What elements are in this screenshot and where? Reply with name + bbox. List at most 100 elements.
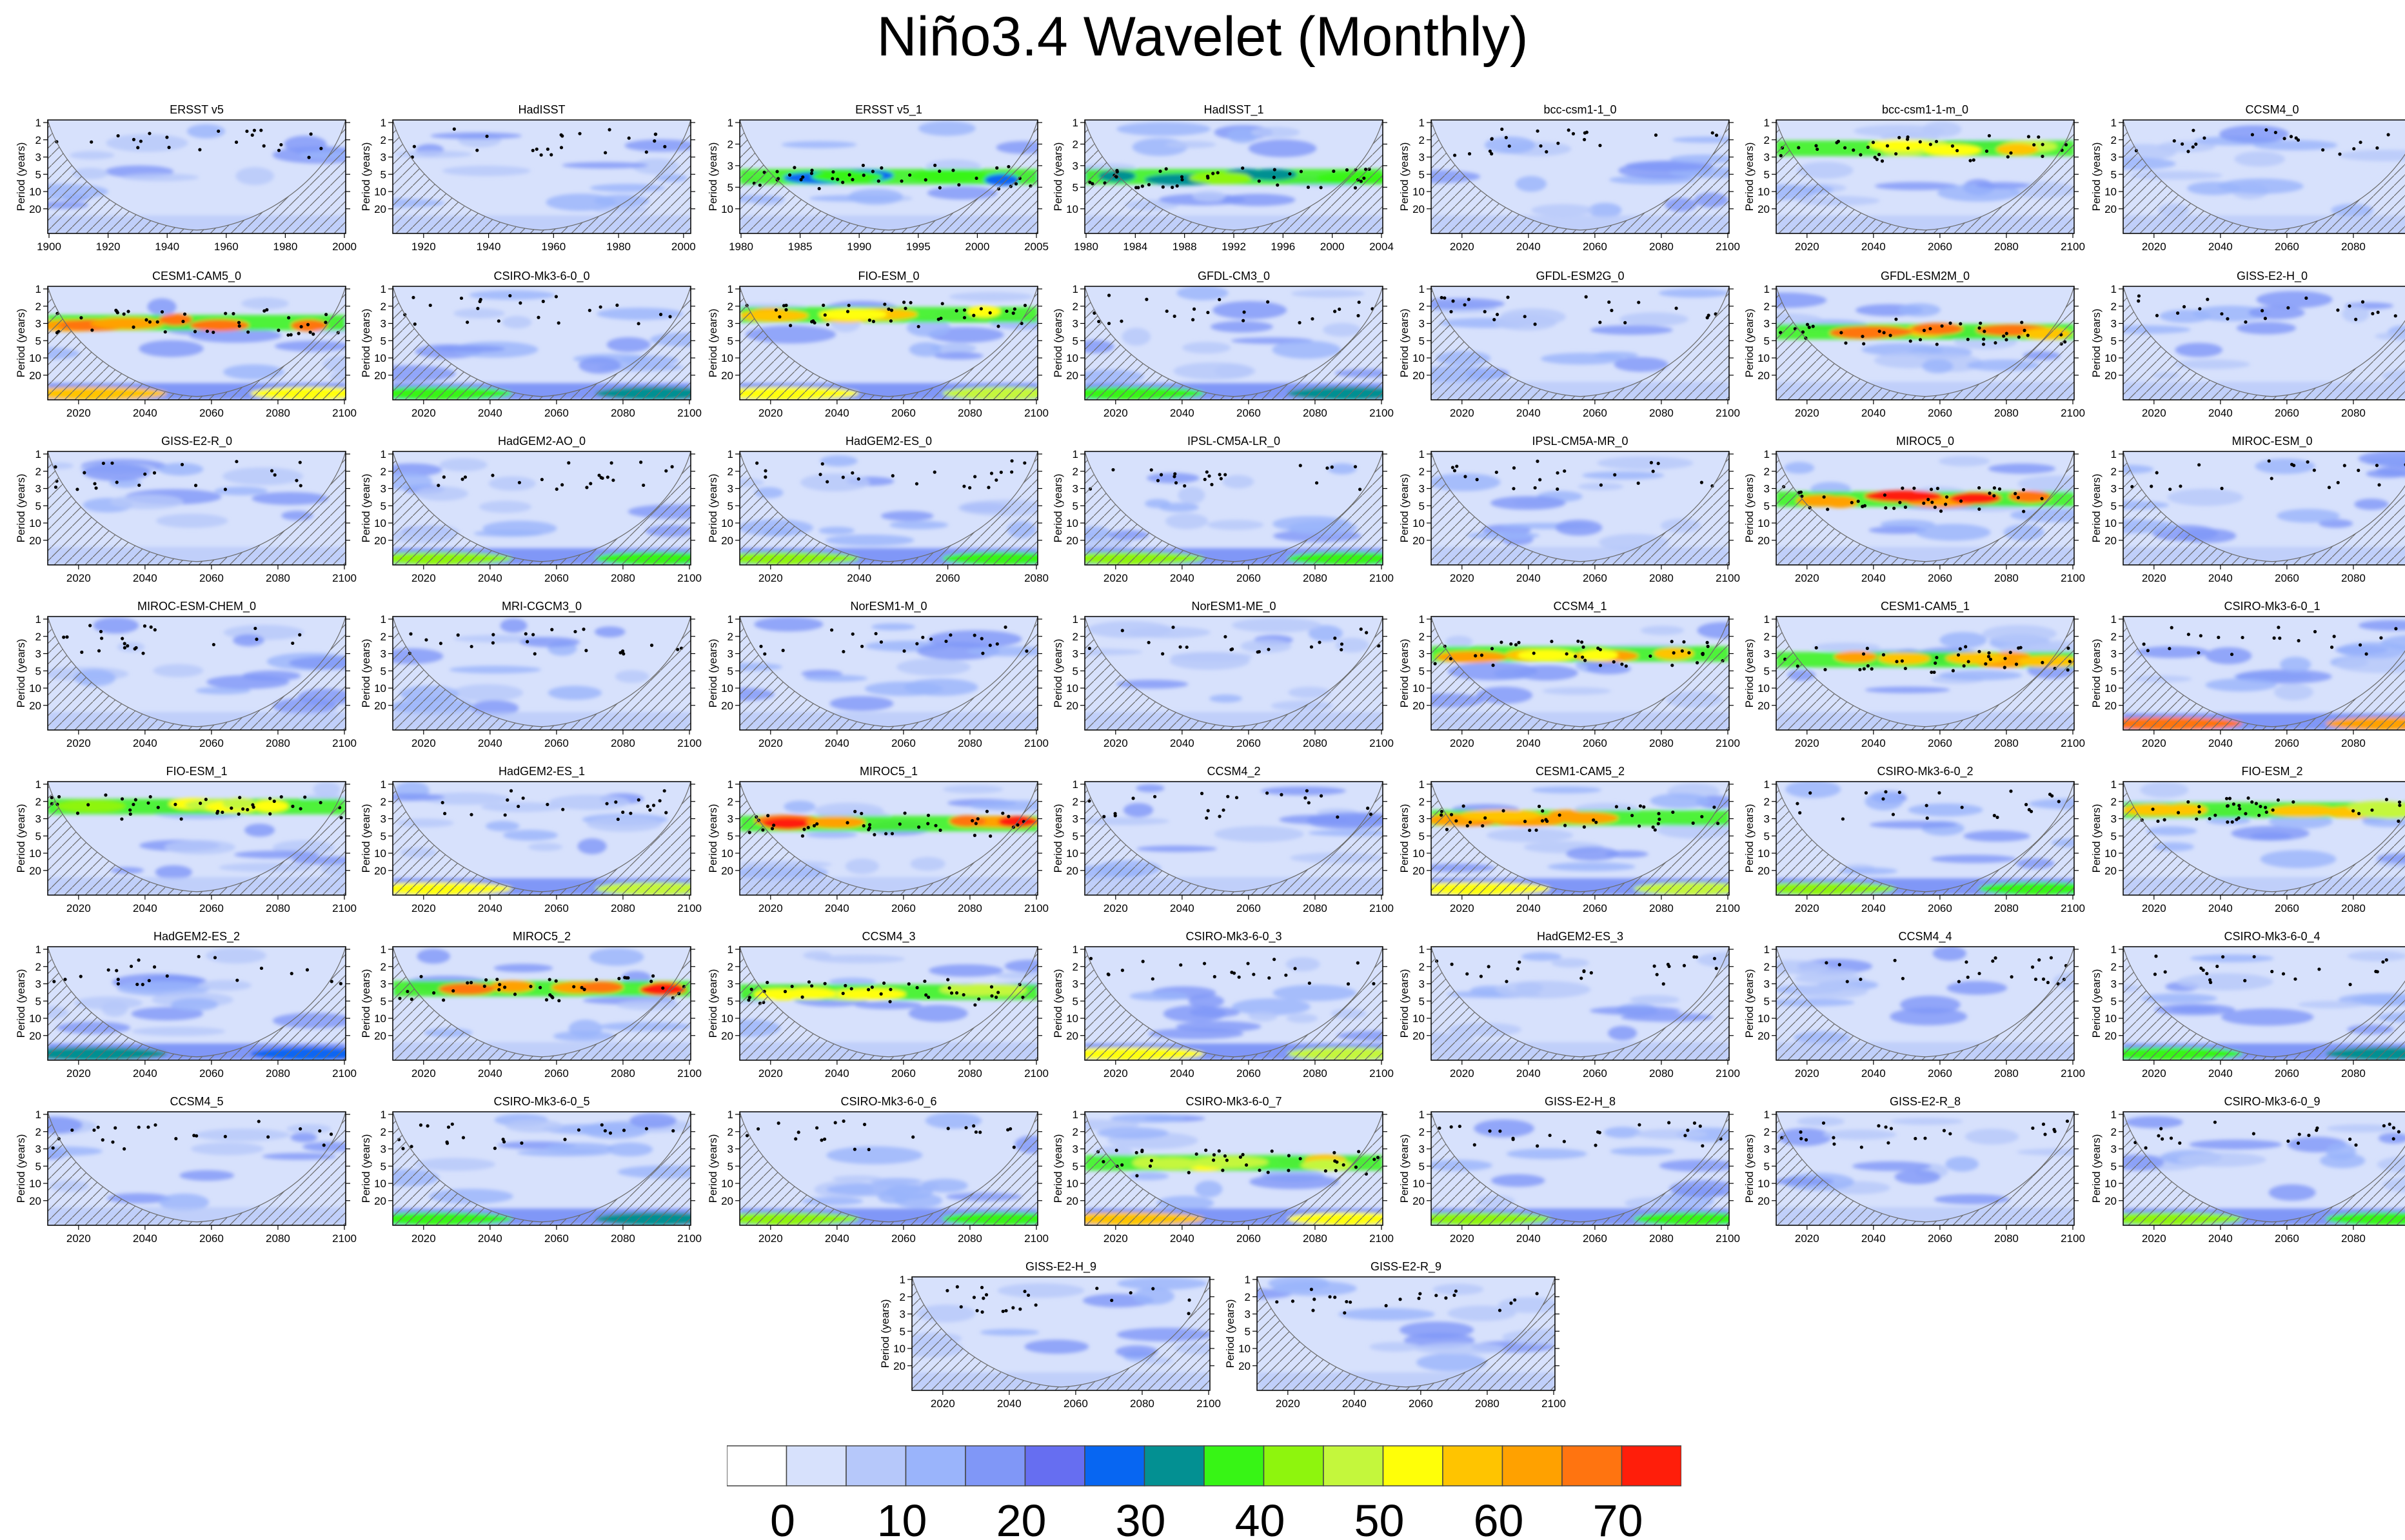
y-tick-label: 20 <box>721 865 733 877</box>
y-tick-label: 10 <box>1412 1012 1425 1025</box>
panel-title: HadISST_1 <box>1203 103 1263 117</box>
x-tick-label: 2020 <box>1795 902 1819 914</box>
y-axis-label: Period (years) <box>360 143 372 212</box>
x-tick-label: 2080 <box>1649 241 1674 253</box>
y-axis-label: Period (years) <box>15 474 27 543</box>
y-tick-label: 1 <box>1073 448 1078 460</box>
x-axis: 2020 2040 2060 2080 2100 <box>1276 1390 1566 1410</box>
y-tick-label: 10 <box>721 682 733 695</box>
x-tick-label: 2020 <box>758 1067 783 1080</box>
plot-frame <box>739 451 1038 566</box>
x-tick-label: 2060 <box>2275 737 2299 749</box>
y-tick-label: 5 <box>35 995 41 1007</box>
y-axis-label: Period (years) <box>707 143 719 212</box>
panel-title: CCSM4_1 <box>1553 600 1607 613</box>
x-tick-label: 2040 <box>825 407 849 419</box>
y-tick-label: 10 <box>1757 517 1770 529</box>
x-tick-label: 2040 <box>133 407 157 419</box>
x-tick-label: 2060 <box>1928 1232 1952 1245</box>
cone-of-influence <box>740 120 1038 233</box>
x-tick-label: 1940 <box>477 241 501 253</box>
plot-frame <box>1084 616 1383 731</box>
colorbar-swatch <box>727 1445 787 1486</box>
y-tick-label: 1 <box>2111 1109 2117 1121</box>
y-axis-label: Period (years) <box>15 804 27 873</box>
x-tick-label: 2040 <box>1170 1067 1194 1080</box>
y-tick-label: 2 <box>1764 796 1770 808</box>
plot-frame <box>2123 451 2405 566</box>
cone-of-influence <box>48 617 346 730</box>
x-tick-label: 2020 <box>2142 407 2166 419</box>
y-tick-label: 1 <box>381 1109 386 1121</box>
y-tick-label: 20 <box>1412 203 1425 215</box>
figure-title: Niño3.4 Wavelet (Monthly) <box>876 6 1529 68</box>
y-tick-label: 1 <box>381 117 386 129</box>
x-tick-label: 2080 <box>266 572 290 584</box>
y-tick-label: 1 <box>2111 778 2117 791</box>
panel-title: NorESM1-ME_0 <box>1191 600 1276 613</box>
y-tick-label: 5 <box>1764 830 1770 842</box>
x-tick-label: 2100 <box>2061 737 2085 749</box>
x-axis: 2020 2040 2060 2080 2100 <box>1795 895 2085 914</box>
colorbar-swatch <box>786 1445 847 1486</box>
y-tick-label: 20 <box>29 700 41 712</box>
x-tick-label: 2080 <box>1649 737 1674 749</box>
y-tick-label: 5 <box>1419 335 1425 347</box>
x-tick-label: 2060 <box>544 1067 569 1080</box>
x-tick-label: 2080 <box>958 737 982 749</box>
y-tick-label: 10 <box>1757 847 1770 860</box>
y-axis-label: Period (years) <box>1052 1134 1064 1203</box>
x-tick-label: 2020 <box>1795 572 1819 584</box>
significance-dots <box>1450 459 1714 491</box>
y-tick-label: 3 <box>35 483 41 495</box>
y-tick-label: 20 <box>29 203 41 215</box>
x-tick-label: 2060 <box>199 407 224 419</box>
colorbar-label: 60 <box>1474 1496 1524 1540</box>
panel-title: CCSM4_4 <box>1898 930 1952 943</box>
x-tick-label: 2060 <box>2275 572 2299 584</box>
x-tick-label: 2040 <box>1861 407 1886 419</box>
y-tick-label: 10 <box>1066 1012 1078 1025</box>
y-tick-label: 3 <box>35 1143 41 1156</box>
x-tick-label: 2080 <box>1994 1232 2019 1245</box>
x-tick-label: 2020 <box>1104 1232 1128 1245</box>
y-tick-label: 1 <box>1073 283 1078 295</box>
y-tick-label: 3 <box>1073 318 1078 330</box>
y-tick-label: 2 <box>1419 796 1425 808</box>
x-axis: 2020 2040 2060 2080 2100 <box>66 1225 357 1245</box>
y-tick-label: 2 <box>1073 1126 1078 1138</box>
y-tick-label: 2 <box>1419 466 1425 478</box>
x-tick-label: 2080 <box>266 1232 290 1245</box>
panel-title: IPSL-CM5A-MR_0 <box>1532 435 1628 448</box>
panel-title: HadGEM2-ES_1 <box>499 765 585 778</box>
cone-of-influence <box>1085 617 1383 730</box>
cone-of-influence <box>912 1277 1210 1390</box>
plot-frame <box>2123 946 2405 1061</box>
x-tick-label: 2020 <box>411 737 436 749</box>
panel-title: CSIRO-Mk3-6-0_6 <box>840 1095 936 1109</box>
y-tick-label: 3 <box>727 318 733 330</box>
x-tick-label: 2080 <box>2341 1067 2366 1080</box>
y-tick-label: 3 <box>1073 1143 1078 1156</box>
cone-of-influence <box>1431 617 1729 730</box>
y-tick-label: 2 <box>727 961 733 973</box>
panel-title: HadGEM2-AO_0 <box>498 435 586 448</box>
plot-frame <box>47 119 346 234</box>
y-tick-label: 1 <box>1419 117 1425 129</box>
y-tick-label: 20 <box>1757 865 1770 877</box>
x-tick-label: 2080 <box>611 902 635 914</box>
panel-title: CSIRO-Mk3-6-0_5 <box>493 1095 589 1109</box>
y-axis-label: Period (years) <box>2090 474 2103 543</box>
x-tick-label: 2100 <box>1024 737 1049 749</box>
x-tick-label: 2060 <box>891 1067 916 1080</box>
y-tick-label: 10 <box>2104 186 2117 198</box>
